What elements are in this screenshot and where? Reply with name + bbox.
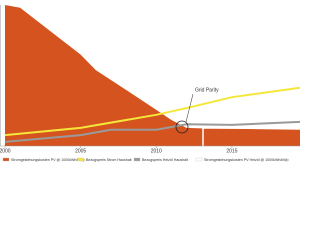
line [4, 120, 300, 143]
line [4, 86, 300, 137]
x-tick-label: 2000 [0, 148, 11, 154]
annotation-leader [185, 93, 194, 123]
legend-swatch [195, 157, 203, 162]
annotation: Grid Parity [195, 87, 219, 93]
legend-label: Stromgestehungskosten PV @ 1000kWh/kWp [11, 158, 85, 162]
legend-label: Bezugspreis Strom Haushalt [86, 158, 132, 162]
legend-label: Bezugspreis Heizöl Haushalt [142, 158, 188, 162]
area [5, 5, 300, 146]
grid-parity-marker [175, 120, 189, 134]
x-tick-label: 2005 [75, 148, 86, 154]
legend-swatch [133, 157, 141, 162]
forecast-box [202, 127, 300, 156]
legend-label: Stromgestehungskosten PV Heizöl @ 1000kW… [204, 158, 289, 162]
chart: 2000 2005 2010 2015 Grid Parity Stromgestehun… [0, 5, 300, 162]
x-tick-label: 2010 [151, 148, 162, 154]
x-tick-label: 2015 [226, 148, 237, 154]
legend-swatch [77, 157, 85, 162]
legend-swatch [2, 157, 10, 162]
